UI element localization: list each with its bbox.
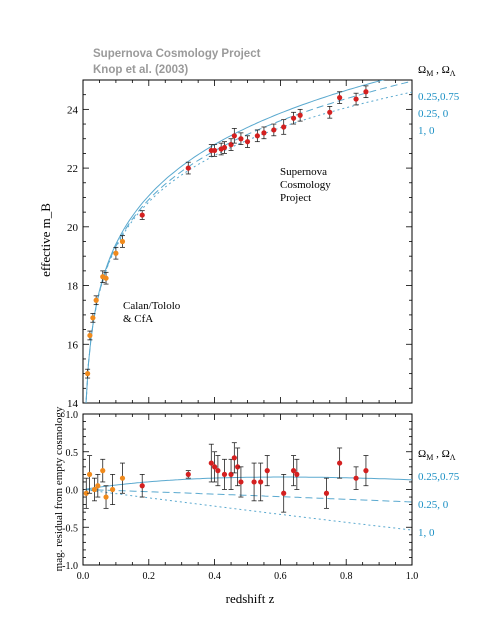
data-point	[281, 124, 287, 130]
model-curve	[85, 80, 385, 403]
y-tick-label: 1.0	[66, 410, 79, 421]
data-point	[212, 147, 218, 154]
data-point	[327, 109, 333, 115]
data-point	[251, 479, 257, 485]
x-axis-label: redshift z	[226, 591, 275, 606]
data-point	[353, 475, 359, 481]
bottom-ylabel: mag. residual from empty cosmology	[53, 406, 65, 571]
data-point	[212, 464, 218, 470]
data-point	[110, 486, 116, 493]
x-tick-label: 1.0	[406, 571, 419, 582]
model-curve	[85, 489, 412, 503]
y-tick-label: 14	[67, 398, 79, 410]
plot-frame	[82, 413, 413, 566]
data-point	[139, 483, 145, 489]
panel-annotation: Supernova	[280, 166, 327, 178]
y-tick-label: 24	[67, 104, 79, 116]
data-point	[258, 479, 264, 485]
bottom-panel: -1.0 -0.5 0.0 0.5 1.0 0.0 0.2 0.4 0.6 0.8 1.0	[62, 410, 418, 582]
y-tick-label: 0.5	[66, 448, 79, 459]
legend-entry: 1, 0	[418, 125, 435, 137]
legends: ΩM , ΩΛ 0.25,0.75 0.25, 0 1, 0 ΩM , ΩΛ 0.25,0…	[418, 64, 460, 539]
y-tick-label: -0.5	[62, 523, 78, 534]
data-point	[90, 315, 96, 321]
data-point	[185, 471, 191, 477]
data-point	[363, 468, 369, 474]
data-point	[208, 460, 214, 466]
data-point	[264, 468, 270, 474]
data-point	[113, 250, 119, 256]
data-point	[290, 115, 297, 121]
panel-annotation: & CfA	[123, 313, 153, 325]
panel-annotation: Cosmology	[280, 179, 331, 191]
data-point	[294, 471, 300, 477]
x-tick-label: 0.4	[208, 571, 221, 582]
model-curve	[85, 80, 412, 403]
data-point	[363, 89, 369, 95]
x-tick-label: 0.2	[143, 571, 156, 582]
y-tick-label: 20	[67, 222, 79, 234]
data-point	[221, 471, 228, 477]
top-ylabel: effective m_B	[38, 203, 53, 277]
data-point	[281, 490, 287, 496]
data-point	[337, 460, 343, 466]
y-tick-label: 22	[67, 163, 78, 175]
data-point	[103, 494, 109, 500]
data-point	[119, 475, 126, 481]
data-point	[86, 471, 93, 477]
data-point	[85, 371, 91, 377]
x-tick-label: 0.0	[77, 571, 90, 582]
legend-heading: ΩM , ΩΛ	[418, 64, 456, 78]
header-line-1: Supernova Cosmology Project	[93, 48, 261, 60]
data-point	[221, 144, 228, 151]
data-point	[238, 479, 244, 485]
legend-entry: 0.25,0.75	[418, 91, 460, 103]
legend-entry: 0.25, 0	[418, 108, 449, 120]
legend-entry: 0.25, 0	[418, 499, 449, 511]
data-point	[261, 130, 267, 136]
y-tick-label: 18	[67, 281, 79, 293]
header-line-2: Knop et al. (2003)	[93, 64, 188, 76]
x-tick-label: 0.6	[274, 571, 287, 582]
data-point	[100, 468, 106, 474]
data-point	[323, 490, 330, 496]
data-point	[95, 483, 101, 489]
data-point	[91, 486, 98, 493]
model-curve	[85, 476, 412, 490]
data-point	[353, 96, 359, 102]
data-point	[83, 490, 89, 496]
data-point	[231, 133, 237, 139]
y-tick-label: 0.0	[66, 486, 79, 497]
data-point	[103, 275, 109, 281]
data-point	[119, 238, 126, 245]
data-point	[93, 297, 99, 303]
y-tick-label: 16	[67, 339, 79, 351]
data-point	[271, 127, 277, 133]
data-point	[244, 139, 251, 145]
x-tick-label: 0.8	[340, 571, 353, 582]
data-point	[254, 133, 260, 139]
data-point	[337, 95, 343, 101]
data-point	[139, 212, 145, 218]
data-point	[215, 468, 221, 474]
data-point	[297, 112, 303, 118]
model-curve	[85, 489, 412, 531]
data-point	[235, 464, 241, 470]
data-point	[185, 165, 191, 171]
legend-entry: 1, 0	[418, 527, 435, 539]
panel-annotation: Project	[280, 192, 311, 204]
legend-entry: 0.25,0.75	[418, 471, 460, 483]
data-point	[231, 455, 237, 461]
plot-frame	[82, 79, 413, 404]
panel-annotation: Calan/Tololo	[123, 300, 181, 312]
data-point	[290, 468, 297, 474]
y-tick-label: -1.0	[62, 561, 78, 572]
legend-heading: ΩM , ΩΛ	[418, 448, 456, 462]
data-point	[87, 332, 93, 339]
data-point	[238, 136, 244, 142]
